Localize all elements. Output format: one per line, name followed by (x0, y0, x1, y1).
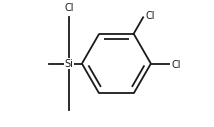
Text: Si: Si (64, 59, 73, 69)
Text: Cl: Cl (145, 11, 155, 21)
Text: Cl: Cl (64, 3, 73, 13)
Text: Cl: Cl (172, 60, 181, 70)
